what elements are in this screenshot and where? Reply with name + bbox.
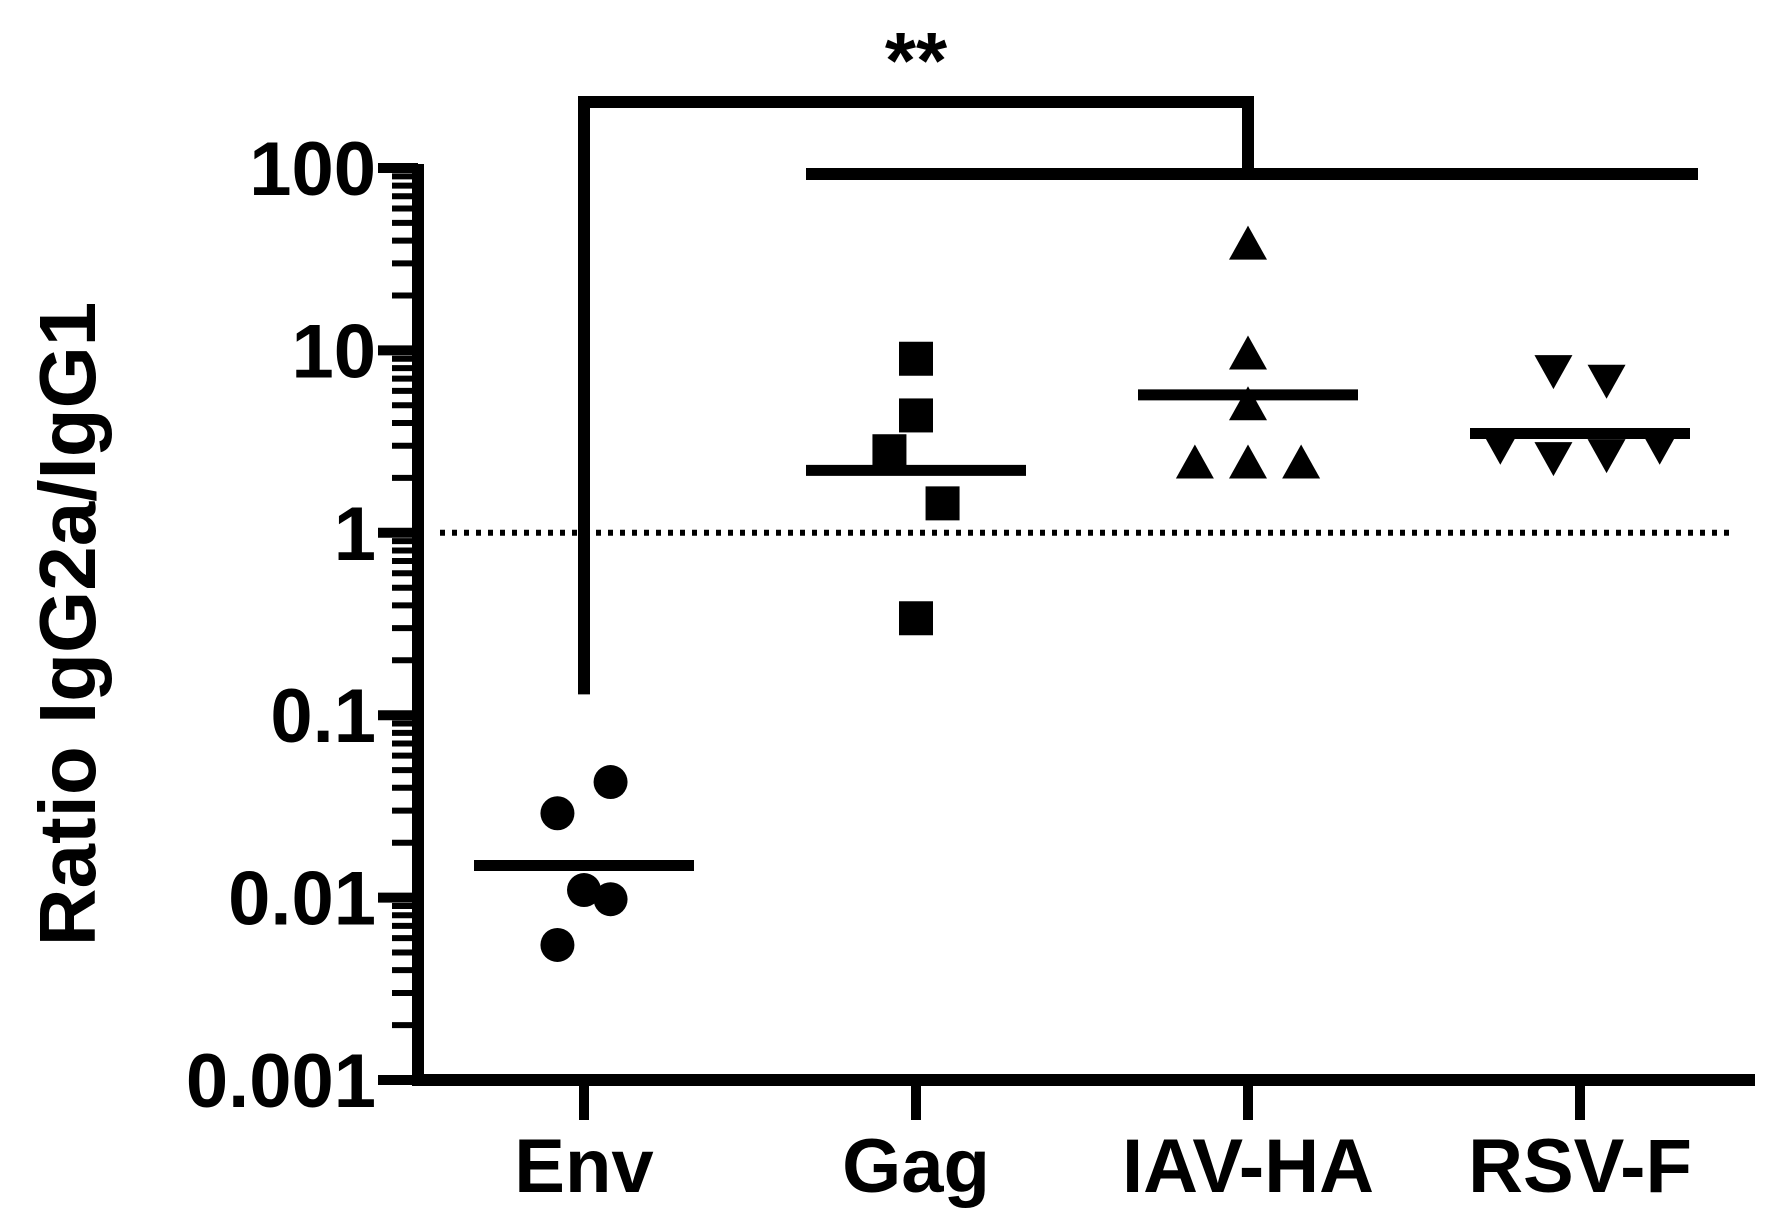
significance-bracket-arm [578,96,1254,695]
data-point [593,765,628,800]
data-point [1587,439,1626,474]
y-axis-title: Ratio IgG2a/IgG1 [23,302,112,947]
significance-label: ** [885,16,948,105]
data-point [1282,444,1321,479]
y-tick-label: 0.01 [228,857,376,942]
data-point [1587,364,1626,399]
data-point [1229,386,1267,421]
data-points [474,225,1690,962]
data-point [1229,335,1267,370]
data-point [1640,430,1679,465]
data-point [540,927,575,962]
significance-bracket [578,96,1698,695]
data-point [899,601,933,636]
data-point [567,873,601,908]
y-tick-label: 100 [249,127,376,212]
y-tick-label: 0.1 [270,674,376,759]
y-tick-label: 0.001 [186,1039,376,1124]
y-tick-label: 1 [334,492,376,577]
data-point [1229,444,1267,479]
data-point [925,486,960,521]
data-point [593,882,628,917]
data-point [872,434,907,469]
data-point [1229,225,1267,260]
x-tick-label: RSV-F [1468,1124,1692,1209]
data-point [899,398,933,433]
data-point [1175,444,1214,479]
data-point [1534,355,1573,390]
data-point [540,796,575,831]
y-tick-label: 10 [291,309,376,394]
x-tick-label: Gag [842,1124,990,1209]
x-tick-label: IAV-HA [1122,1124,1374,1209]
labels: 0.001 0.01 0.1 1 10 100 Env Gag IAV-HA RSV-F Ratio… [23,16,1692,1209]
data-point [899,341,933,376]
x-tick-label: Env [514,1124,653,1209]
data-point [1534,442,1573,477]
data-point [1481,430,1520,465]
axes [378,163,1755,1120]
